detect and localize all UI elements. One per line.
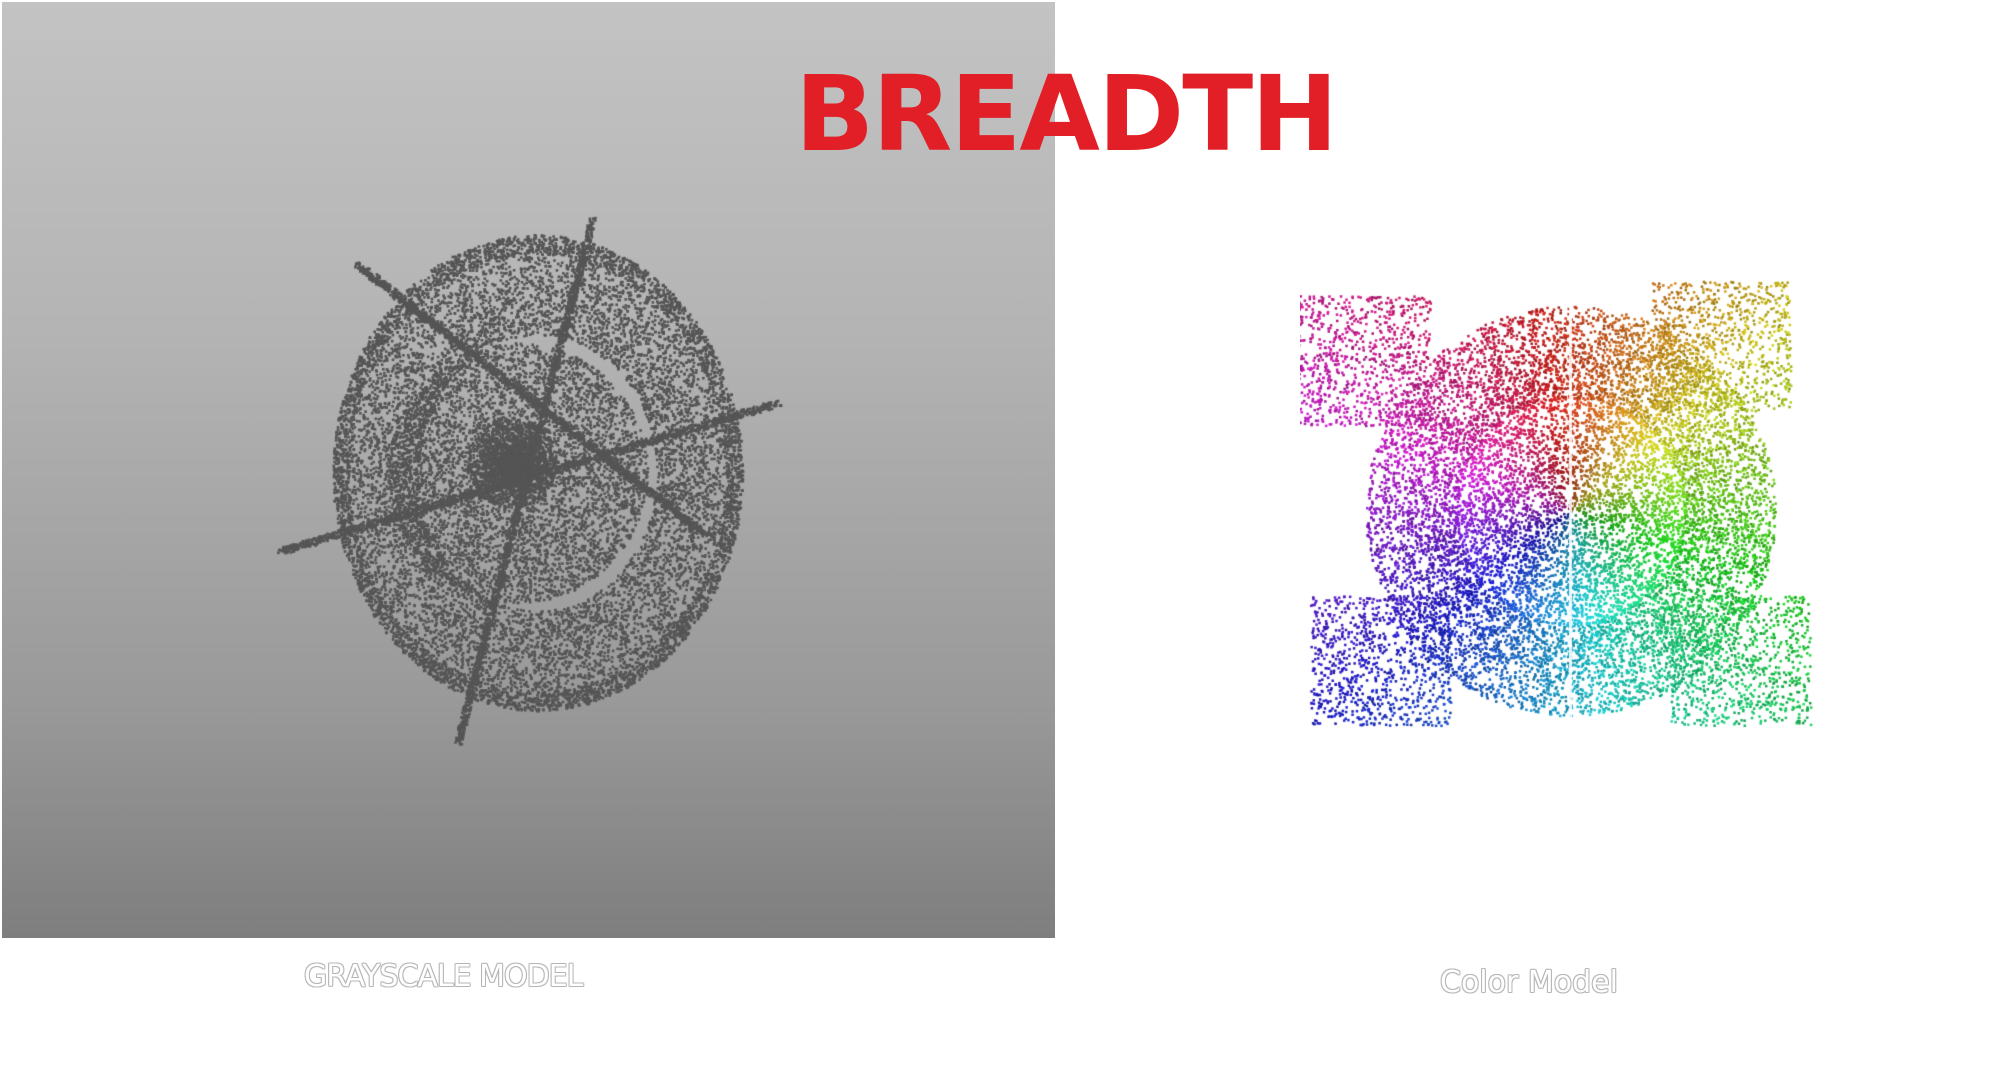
color-point-cloud[interactable] [1300, 260, 1820, 800]
grayscale-model-caption: GRAYSCALE MODEL [304, 959, 583, 994]
page-title: BREADTH [795, 53, 1338, 175]
grayscale-model-viewport[interactable] [2, 2, 1055, 938]
color-model-caption: Color Model [1440, 965, 1618, 1000]
grayscale-point-cloud [2, 2, 1055, 938]
